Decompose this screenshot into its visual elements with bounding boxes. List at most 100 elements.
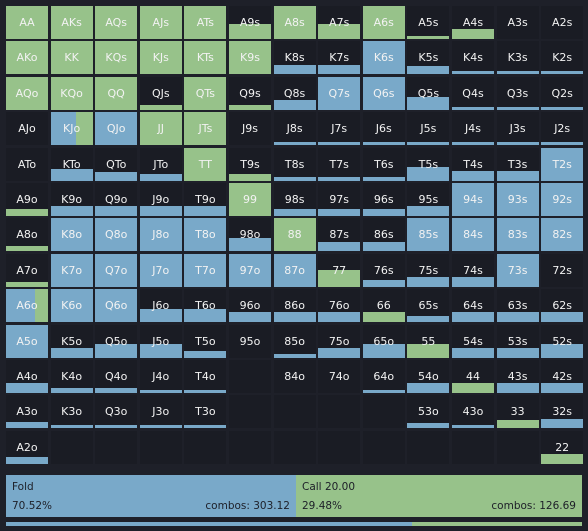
hand-cell-K2s[interactable]: K2s bbox=[541, 41, 584, 75]
hand-cell-84s[interactable]: 84s bbox=[452, 218, 494, 252]
hand-cell-J4o[interactable]: J4o bbox=[139, 360, 182, 393]
hand-cell-QTo[interactable]: QTo bbox=[95, 147, 138, 181]
hand-cell-62s[interactable]: 62s bbox=[541, 289, 584, 323]
hand-cell-99[interactable]: 99 bbox=[229, 183, 271, 216]
hand-cell-J5s[interactable]: J5s bbox=[407, 112, 450, 146]
hand-cell-K8o[interactable]: K8o bbox=[50, 218, 93, 252]
hand-cell-JJ[interactable]: JJ bbox=[139, 112, 182, 146]
hand-cell-T7s[interactable]: T7s bbox=[318, 147, 361, 181]
hand-cell-43s[interactable]: 43s bbox=[496, 360, 539, 393]
hand-cell-K4s[interactable]: K4s bbox=[452, 41, 494, 75]
hand-cell-ATo[interactable]: ATo bbox=[6, 147, 48, 181]
hand-cell-98s[interactable]: 98s bbox=[273, 183, 316, 216]
hand-cell-J3o[interactable]: J3o bbox=[139, 395, 182, 429]
hand-cell-A5o[interactable]: A5o bbox=[6, 324, 48, 358]
hand-cell-87s[interactable]: 87s bbox=[318, 218, 361, 252]
hand-cell-QTs[interactable]: QTs bbox=[184, 76, 227, 110]
hand-cell-Q5s[interactable]: Q5s bbox=[407, 76, 450, 110]
hand-cell-A6s[interactable]: A6s bbox=[362, 6, 405, 39]
hand-cell-A4o[interactable]: A4o bbox=[6, 360, 48, 393]
hand-cell-Q8o[interactable]: Q8o bbox=[95, 218, 138, 252]
hand-cell-Q3s[interactable]: Q3s bbox=[496, 76, 539, 110]
hand-cell-Q6o[interactable]: Q6o bbox=[95, 289, 138, 323]
hand-cell-QJo[interactable]: QJo bbox=[95, 112, 138, 146]
hand-cell-A2s[interactable]: A2s bbox=[541, 6, 584, 39]
hand-cell-83s[interactable]: 83s bbox=[496, 218, 539, 252]
hand-cell-K8s[interactable]: K8s bbox=[273, 41, 316, 75]
hand-cell-J3s[interactable]: J3s bbox=[496, 112, 539, 146]
hand-cell-76s[interactable]: 76s bbox=[362, 253, 405, 287]
hand-cell-22[interactable]: 22 bbox=[541, 430, 584, 464]
hand-cell-42s[interactable]: 42s bbox=[541, 360, 584, 393]
hand-cell-64s[interactable]: 64s bbox=[452, 289, 494, 323]
hand-cell-KTs[interactable]: KTs bbox=[184, 41, 227, 75]
hand-cell-KQo[interactable]: KQo bbox=[50, 76, 93, 110]
hand-cell-J8s[interactable]: J8s bbox=[273, 112, 316, 146]
hand-cell-K9o[interactable]: K9o bbox=[50, 183, 93, 216]
hand-cell-44[interactable]: 44 bbox=[452, 360, 494, 393]
hand-cell-KJs[interactable]: KJs bbox=[139, 41, 182, 75]
hand-cell-87o[interactable]: 87o bbox=[273, 253, 316, 287]
hand-cell-55[interactable]: 55 bbox=[407, 324, 450, 358]
hand-cell-65o[interactable]: 65o bbox=[362, 324, 405, 358]
hand-cell-97o[interactable]: 97o bbox=[229, 253, 271, 287]
hand-cell-A7o[interactable]: A7o bbox=[6, 253, 48, 287]
hand-cell-J6o[interactable]: J6o bbox=[139, 289, 182, 323]
hand-cell-Q2s[interactable]: Q2s bbox=[541, 76, 584, 110]
hand-cell-93s[interactable]: 93s bbox=[496, 183, 539, 216]
hand-cell-AQo[interactable]: AQo bbox=[6, 76, 48, 110]
hand-cell-AJo[interactable]: AJo bbox=[6, 112, 48, 146]
hand-cell-52s[interactable]: 52s bbox=[541, 324, 584, 358]
hand-cell-J8o[interactable]: J8o bbox=[139, 218, 182, 252]
hand-cell-K4o[interactable]: K4o bbox=[50, 360, 93, 393]
hand-cell-KJo[interactable]: KJo bbox=[50, 112, 93, 146]
hand-cell-74s[interactable]: 74s bbox=[452, 253, 494, 287]
hand-cell-84o[interactable]: 84o bbox=[273, 360, 316, 393]
hand-cell-Q7s[interactable]: Q7s bbox=[318, 76, 361, 110]
hand-cell-KK[interactable]: KK bbox=[50, 41, 93, 75]
hand-cell-J7o[interactable]: J7o bbox=[139, 253, 182, 287]
hand-cell-K7o[interactable]: K7o bbox=[50, 253, 93, 287]
hand-cell-75o[interactable]: 75o bbox=[318, 324, 361, 358]
hand-cell-AKo[interactable]: AKo bbox=[6, 41, 48, 75]
hand-cell-94s[interactable]: 94s bbox=[452, 183, 494, 216]
hand-cell-QJs[interactable]: QJs bbox=[139, 76, 182, 110]
hand-cell-KQs[interactable]: KQs bbox=[95, 41, 138, 75]
hand-cell-98o[interactable]: 98o bbox=[229, 218, 271, 252]
hand-cell-AJs[interactable]: AJs bbox=[139, 6, 182, 39]
hand-cell-85s[interactable]: 85s bbox=[407, 218, 450, 252]
hand-cell-76o[interactable]: 76o bbox=[318, 289, 361, 323]
hand-cell-95s[interactable]: 95s bbox=[407, 183, 450, 216]
hand-cell-72s[interactable]: 72s bbox=[541, 253, 584, 287]
hand-cell-T2s[interactable]: T2s bbox=[541, 147, 584, 181]
hand-cell-96s[interactable]: 96s bbox=[362, 183, 405, 216]
hand-cell-K5s[interactable]: K5s bbox=[407, 41, 450, 75]
hand-cell-86s[interactable]: 86s bbox=[362, 218, 405, 252]
hand-cell-64o[interactable]: 64o bbox=[362, 360, 405, 393]
hand-cell-Q5o[interactable]: Q5o bbox=[95, 324, 138, 358]
hand-cell-A5s[interactable]: A5s bbox=[407, 6, 450, 39]
hand-cell-T6o[interactable]: T6o bbox=[184, 289, 227, 323]
hand-cell-AKs[interactable]: AKs bbox=[50, 6, 93, 39]
hand-cell-75s[interactable]: 75s bbox=[407, 253, 450, 287]
hand-cell-T5s[interactable]: T5s bbox=[407, 147, 450, 181]
hand-cell-95o[interactable]: 95o bbox=[229, 324, 271, 358]
hand-cell-Q9o[interactable]: Q9o bbox=[95, 183, 138, 216]
hand-cell-A9o[interactable]: A9o bbox=[6, 183, 48, 216]
call-action-box[interactable]: Call 20.00 29.48% combos: 126.69 bbox=[296, 475, 582, 517]
hand-cell-Q6s[interactable]: Q6s bbox=[362, 76, 405, 110]
hand-cell-97s[interactable]: 97s bbox=[318, 183, 361, 216]
hand-cell-J9o[interactable]: J9o bbox=[139, 183, 182, 216]
hand-cell-T3o[interactable]: T3o bbox=[184, 395, 227, 429]
hand-cell-T8o[interactable]: T8o bbox=[184, 218, 227, 252]
hand-cell-K7s[interactable]: K7s bbox=[318, 41, 361, 75]
hand-cell-Q8s[interactable]: Q8s bbox=[273, 76, 316, 110]
hand-cell-66[interactable]: 66 bbox=[362, 289, 405, 323]
hand-cell-A8s[interactable]: A8s bbox=[273, 6, 316, 39]
hand-cell-KTo[interactable]: KTo bbox=[50, 147, 93, 181]
hand-cell-J2s[interactable]: J2s bbox=[541, 112, 584, 146]
hand-cell-T4s[interactable]: T4s bbox=[452, 147, 494, 181]
fold-action-box[interactable]: Fold 70.52% combos: 303.12 bbox=[6, 475, 296, 517]
hand-cell-T5o[interactable]: T5o bbox=[184, 324, 227, 358]
hand-cell-77[interactable]: 77 bbox=[318, 253, 361, 287]
